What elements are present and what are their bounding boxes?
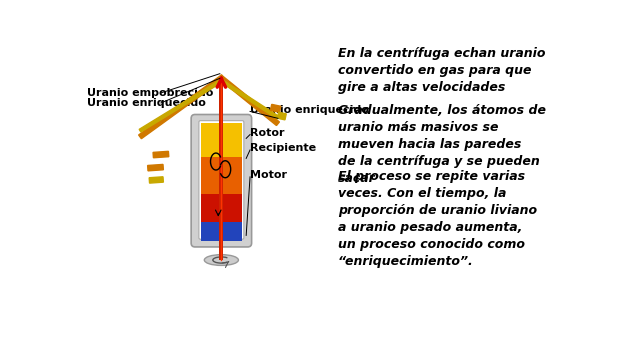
FancyArrow shape	[139, 75, 224, 139]
Text: El proceso se repite varias
veces. Con el tiempo, la
proporción de uranio livian: El proceso se repite varias veces. Con e…	[338, 170, 537, 268]
FancyArrow shape	[270, 104, 281, 112]
FancyArrow shape	[149, 177, 163, 183]
FancyArrow shape	[153, 151, 168, 158]
Bar	[201, 194, 241, 237]
Text: Gradualmente, los átomos de
uranio más masivos se
mueven hacia las paredes
de la: Gradualmente, los átomos de uranio más m…	[338, 105, 545, 185]
FancyArrow shape	[219, 79, 279, 119]
FancyArrow shape	[148, 164, 163, 171]
Ellipse shape	[204, 254, 238, 265]
FancyArrow shape	[218, 75, 280, 126]
Bar	[220, 83, 223, 260]
Text: Uranio enriquecido: Uranio enriquecido	[87, 98, 206, 108]
FancyBboxPatch shape	[199, 121, 244, 239]
Bar	[201, 221, 241, 241]
Text: Recipiente: Recipiente	[250, 143, 316, 153]
Text: En la centrífuga echan uranio
convertido en gas para que
gire a altas velocidade: En la centrífuga echan uranio convertido…	[338, 47, 545, 94]
Text: Uranio enriquecido: Uranio enriquecido	[250, 105, 369, 115]
FancyBboxPatch shape	[191, 114, 251, 247]
Text: Rotor: Rotor	[250, 128, 285, 138]
Text: Uranio empobrecido: Uranio empobrecido	[87, 88, 213, 98]
Bar	[201, 123, 241, 157]
Bar	[201, 157, 241, 194]
Text: Motor: Motor	[250, 170, 287, 180]
FancyArrow shape	[278, 112, 286, 120]
FancyArrow shape	[139, 79, 224, 132]
